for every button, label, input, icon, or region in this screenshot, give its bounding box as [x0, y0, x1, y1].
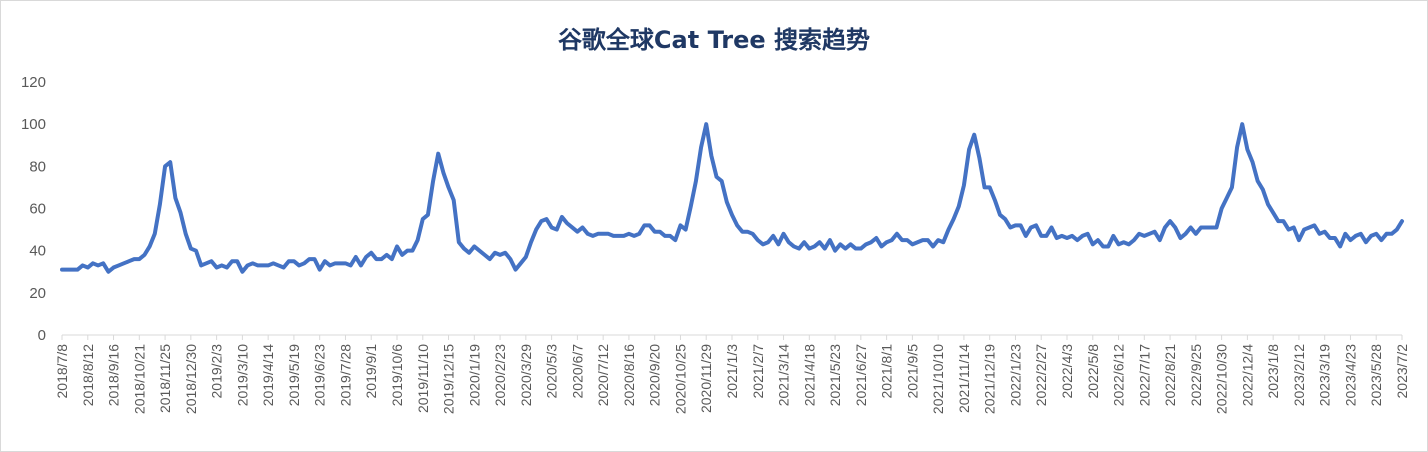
x-tick-label: 2021/11/14: [956, 344, 972, 413]
x-tick-label: 2019/9/1: [363, 344, 379, 399]
x-tick-label: 2021/2/7: [750, 344, 766, 399]
x-axis: 2018/7/8 2018/8/12 2018/9/16 2018/10/21 2018…: [54, 334, 1410, 414]
x-tick-label: 2019/5/19: [286, 344, 302, 406]
x-tick-label: 2018/7/8: [54, 344, 70, 399]
x-tick-label: 2022/7/17: [1136, 344, 1152, 406]
y-tick-label: 20: [29, 285, 46, 302]
x-tick-label: 2021/3/14: [776, 344, 792, 406]
x-tick-label: 2022/9/25: [1188, 344, 1204, 406]
x-tick-label: 2020/10/25: [672, 344, 688, 414]
x-tick-label: 2022/10/30: [1214, 344, 1230, 414]
x-tick-label: 2019/7/28: [337, 344, 353, 406]
x-tick-label: 2021/12/19: [982, 344, 998, 414]
x-tick-label: 2020/7/12: [595, 344, 611, 406]
x-tick-label: 2019/4/14: [260, 344, 276, 406]
x-tick-label: 2020/2/23: [492, 344, 508, 406]
x-tick-label: 2022/2/27: [1033, 344, 1049, 406]
x-tick-label: 2021/4/18: [801, 344, 817, 406]
x-tick-label: 2019/12/15: [441, 344, 457, 414]
x-tick-label: 2022/8/21: [1162, 344, 1178, 406]
x-tick-label: 2021/9/5: [904, 344, 920, 399]
x-tick-label: 2019/2/3: [209, 344, 225, 399]
x-tick-label: 2023/1/8: [1265, 344, 1281, 399]
x-tick-label: 2021/10/10: [930, 344, 946, 414]
x-tick-label: 2022/12/4: [1239, 344, 1255, 406]
x-tick-label: 2018/11/25: [157, 344, 173, 413]
x-tick-label: 2021/5/23: [827, 344, 843, 406]
x-tick-label: 2020/6/7: [569, 344, 585, 399]
x-tick-label: 2020/9/20: [647, 344, 663, 406]
series-line: [60, 122, 1404, 274]
x-tick-label: 2020/5/3: [544, 344, 560, 399]
x-tick-label: 2020/8/16: [621, 344, 637, 406]
x-tick-label: 2019/11/10: [415, 344, 431, 413]
y-axis: 0 20 40 60 80 100 120: [21, 74, 46, 344]
x-tick-label: 2023/3/19: [1317, 344, 1333, 406]
y-tick-label: 100: [21, 116, 46, 133]
x-tick-label: 2022/4/3: [1059, 344, 1075, 399]
x-tick-label: 2018/8/12: [80, 344, 96, 406]
x-tick-label: 2023/4/23: [1342, 344, 1358, 406]
y-tick-label: 0: [38, 327, 46, 344]
x-tick-label: 2018/10/21: [131, 344, 147, 414]
x-tick-label: 2018/9/16: [106, 344, 122, 406]
chart-title: 谷歌全球Cat Tree 搜索趋势: [557, 26, 871, 54]
x-tick-label: 2021/1/3: [724, 344, 740, 399]
x-tick-label: 2023/2/12: [1291, 344, 1307, 406]
x-tick-label: 2020/1/19: [466, 344, 482, 406]
x-tick-label: 2019/10/6: [389, 344, 405, 406]
y-tick-label: 40: [29, 243, 46, 260]
series-group: [60, 122, 1404, 274]
x-tick-label: 2023/7/2: [1394, 344, 1410, 399]
x-tick-label: 2022/6/12: [1111, 344, 1127, 406]
x-tick-label: 2020/3/29: [518, 344, 534, 406]
x-tick-label: 2022/5/8: [1085, 344, 1101, 399]
y-tick-label: 80: [29, 158, 46, 175]
x-tick-label: 2019/3/10: [234, 344, 250, 406]
y-tick-label: 120: [21, 74, 46, 91]
x-tick-label: 2022/1/23: [1007, 344, 1023, 406]
x-tick-label: 2021/8/1: [879, 344, 895, 399]
x-tick-label: 2018/12/30: [183, 344, 199, 414]
x-tick-label: 2020/11/29: [698, 344, 714, 413]
x-tick-label: 2023/5/28: [1368, 344, 1384, 406]
y-tick-label: 60: [29, 201, 46, 218]
x-tick-label: 2021/6/27: [853, 344, 869, 406]
x-tick-label: 2019/6/23: [312, 344, 328, 406]
